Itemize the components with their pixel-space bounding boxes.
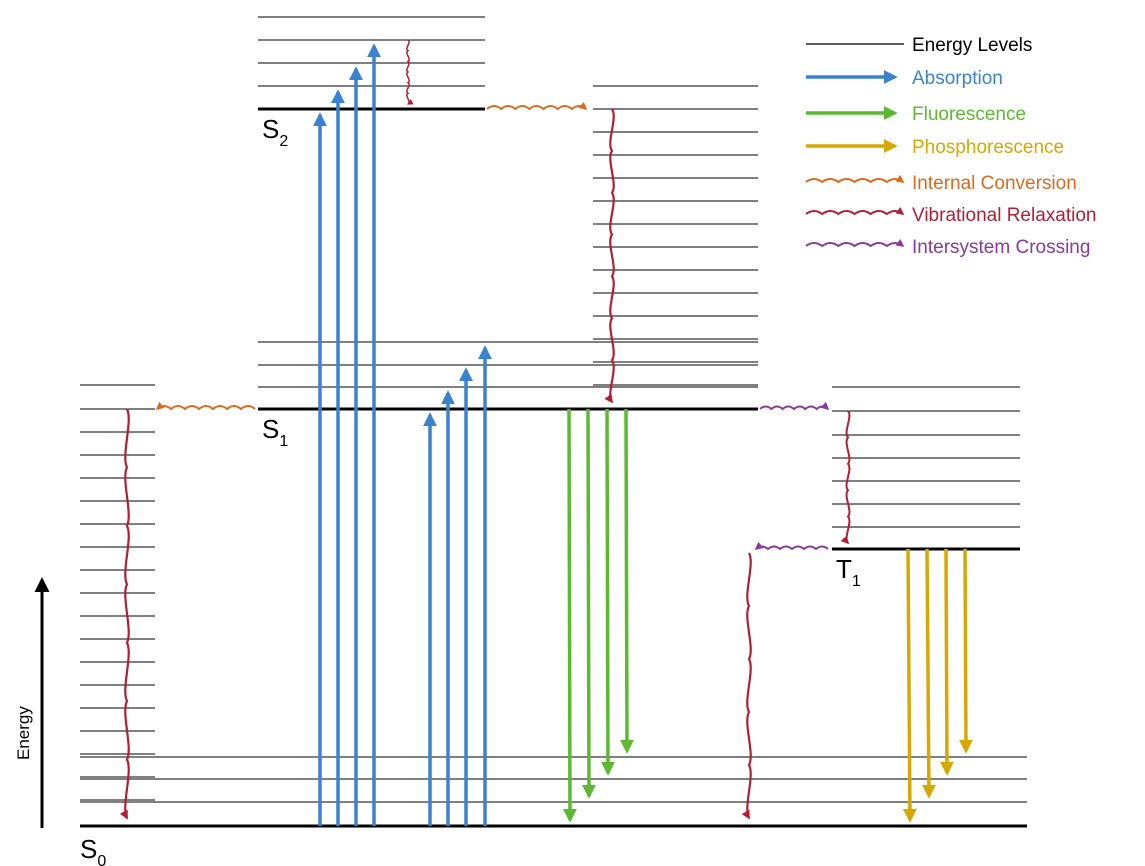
- intersystem-crossing-arrow: [759, 401, 830, 411]
- phosphorescence-arrow: [902, 548, 917, 823]
- legend-label-phosphorescence: Phosphorescence: [912, 137, 1064, 158]
- transition-arrows: [119, 39, 973, 826]
- energy-axis-label: Energy: [14, 706, 33, 760]
- fluorescence-arrow: [562, 408, 577, 823]
- internal-conversion-arrow: [155, 401, 256, 411]
- state-label-s1: S1: [262, 414, 288, 450]
- intersystem-crossing-arrow: [754, 541, 829, 551]
- legend-label-fluorescence: Fluorescence: [912, 104, 1026, 125]
- phosphorescence-arrow: [939, 548, 954, 776]
- legend-swatch-vibrational-relaxation: [805, 206, 905, 216]
- energy-levels: [80, 16, 1027, 828]
- vibrational-relaxation-arrow: [741, 552, 752, 820]
- fluorescence-arrow: [581, 408, 596, 799]
- fluorescence-arrow: [600, 408, 615, 776]
- legend: Energy Levels Absorption Fluorescence Ph…: [805, 35, 1097, 258]
- legend-swatch-intersystem-crossing: [805, 238, 905, 248]
- phosphorescence-arrow: [921, 548, 936, 799]
- legend-label-intersystem-crossing: Intersystem Crossing: [912, 237, 1090, 258]
- legend-label-internal-conversion: Internal Conversion: [912, 173, 1077, 194]
- legend-label-levels: Energy Levels: [912, 35, 1032, 56]
- legend-label-vibrational-relaxation: Vibrational Relaxation: [912, 205, 1097, 226]
- fluorescence-arrow: [619, 408, 634, 754]
- vibrational-relaxation-arrow: [604, 108, 615, 404]
- state-label-s2: S2: [262, 114, 288, 150]
- phosphorescence-arrow: [958, 548, 973, 754]
- vibrational-relaxation-arrow: [840, 410, 851, 545]
- state-label-t1: T1: [836, 554, 861, 590]
- legend-swatch-internal-conversion: [805, 174, 905, 184]
- energy-axis: Energy: [14, 577, 50, 828]
- vibrational-relaxation-arrow: [119, 408, 130, 820]
- vibrational-relaxation-arrow: [406, 39, 414, 105]
- state-label-s0: S0: [80, 834, 106, 866]
- internal-conversion-arrow: [486, 101, 588, 111]
- legend-label-absorption: Absorption: [912, 68, 1003, 89]
